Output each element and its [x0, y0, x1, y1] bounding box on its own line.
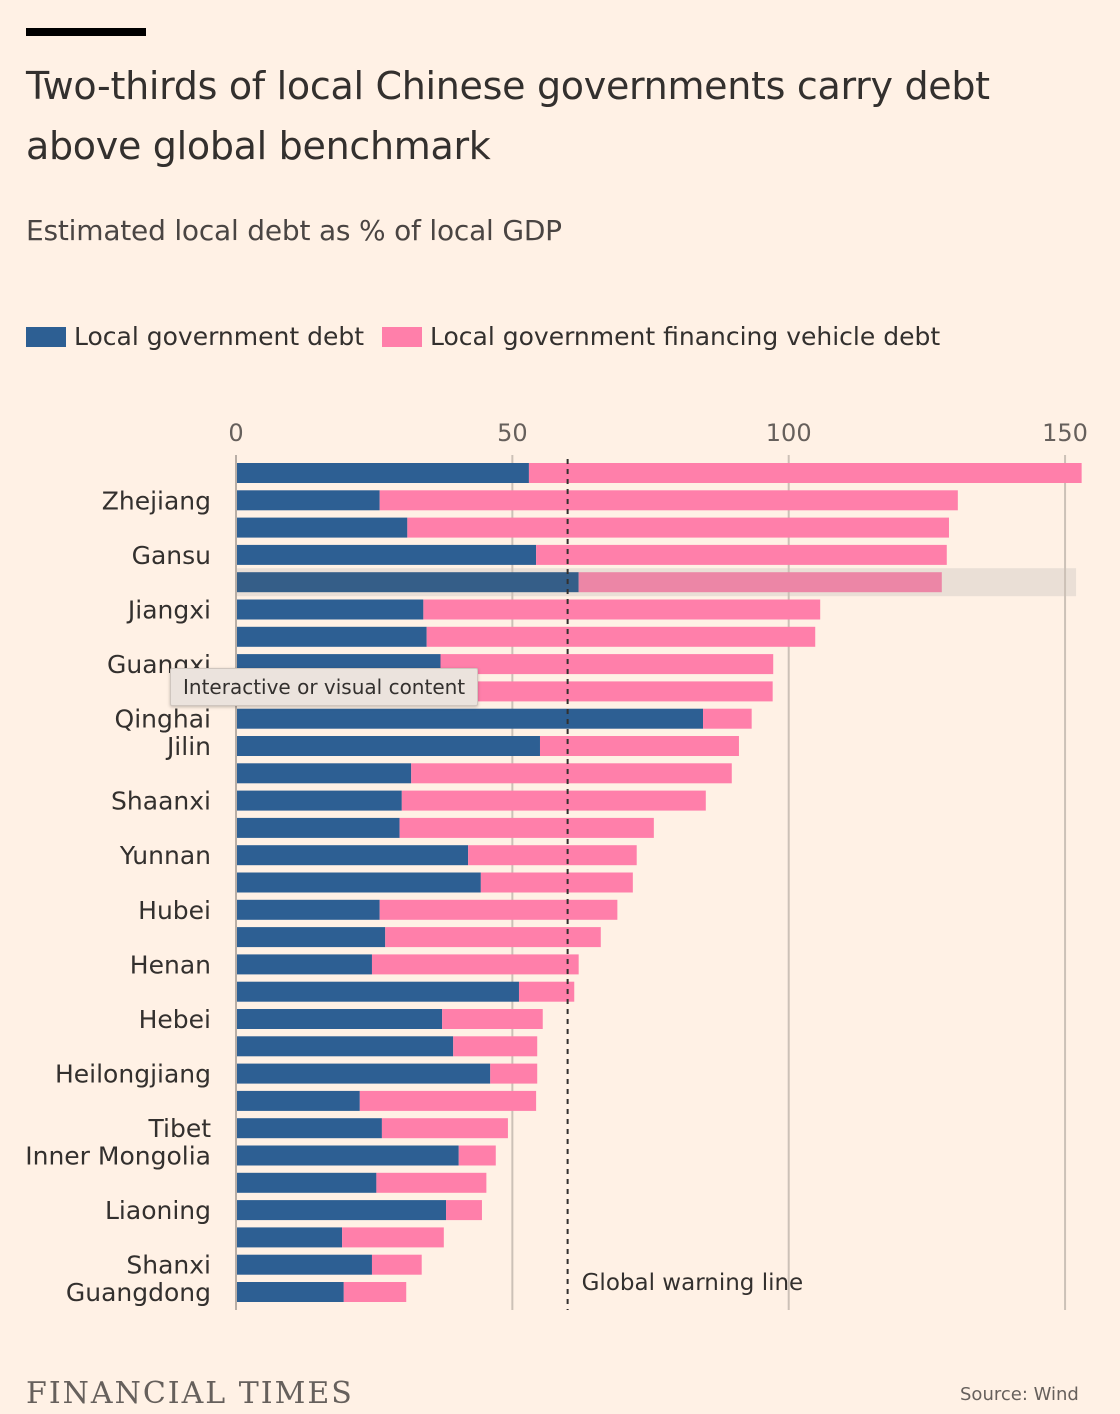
bar-lgfv: [458, 1145, 496, 1166]
chart-subtitle: Estimated local debt as % of local GDP: [26, 214, 562, 247]
bar-lgfv: [434, 681, 773, 702]
bar-lgd: [236, 1090, 360, 1111]
bar-lgd: [236, 1227, 343, 1248]
x-tick-label: 0: [228, 419, 243, 447]
bar-lgd: [236, 1172, 377, 1193]
bar-lgd: [236, 790, 402, 811]
category-label: Zhejiang: [102, 486, 211, 515]
bar-lgfv: [539, 736, 739, 756]
bar-lgd: [236, 763, 412, 784]
bar-lgfv: [371, 954, 579, 975]
bar-lgfv: [381, 1118, 508, 1139]
bar-lgd: [236, 736, 540, 756]
bar-lgd: [236, 817, 400, 838]
category-label: Tibet: [148, 1114, 212, 1143]
bar-lgd: [236, 1036, 454, 1057]
bar-lgd: [236, 845, 469, 866]
category-label: Jiangxi: [126, 596, 211, 625]
legend: Local government debt Local government f…: [26, 322, 958, 351]
bar-lgd: [236, 981, 519, 1002]
bar-lgd: [236, 1063, 491, 1084]
bar-lgd: [236, 517, 408, 538]
bar-lgd: [236, 954, 372, 975]
bar-lgd: [236, 1200, 447, 1221]
bar-lgfv: [453, 1036, 538, 1057]
bar-lgfv: [401, 790, 706, 811]
bar-lgfv: [528, 463, 1082, 483]
bar-lgfv: [376, 1172, 487, 1193]
bar-lgfv: [480, 872, 633, 893]
legend-label-lgfv: Local government financing vehicle debt: [430, 322, 941, 351]
source-note: Source: Wind: [960, 1384, 1079, 1405]
bar-lgfv: [703, 708, 752, 729]
category-label: Yunnan: [119, 841, 211, 870]
bar-lgd: [236, 544, 537, 565]
bar-lgfv: [407, 517, 949, 538]
bar-lgfv: [342, 1227, 444, 1248]
category-label: Shaanxi: [111, 787, 211, 816]
bar-lgfv: [379, 490, 958, 511]
legend-swatch-lgd: [26, 326, 66, 347]
category-label: Hubei: [138, 896, 211, 925]
bar-lgd: [236, 872, 481, 893]
bar-lgd: [236, 1009, 443, 1029]
category-label: Liaoning: [105, 1196, 211, 1225]
legend-label-lgd: Local government debt: [74, 322, 365, 351]
x-tick-label: 100: [766, 419, 812, 447]
warning-line-label: Global warning line: [582, 1270, 804, 1296]
bar-lgd: [236, 1118, 382, 1139]
tooltip: Interactive or visual content: [170, 668, 479, 706]
category-label: Inner Mongolia: [25, 1142, 211, 1171]
category-label: Jilin: [165, 732, 211, 761]
bar-lgfv: [411, 763, 732, 784]
brand-logo: FINANCIAL TIMES: [26, 1376, 354, 1411]
bar-lgd: [236, 1145, 459, 1166]
bar-lgfv: [423, 599, 821, 620]
bar-lgd: [236, 626, 427, 647]
bar-lgd: [236, 927, 386, 948]
bar-lgfv: [379, 899, 618, 920]
bar-lgfv: [442, 1009, 543, 1029]
bar-lgfv: [343, 1282, 407, 1302]
bar-lgfv: [440, 654, 774, 675]
bar-lgd: [236, 572, 579, 593]
bar-lgfv: [468, 845, 637, 866]
category-label: Gansu: [132, 541, 211, 570]
category-label: Hebei: [139, 1005, 211, 1034]
legend-swatch-lgfv: [382, 326, 423, 347]
bar-lgd: [236, 1282, 344, 1302]
bar-lgfv: [359, 1090, 537, 1111]
bar-lgfv: [518, 981, 575, 1002]
bar-lgfv: [426, 626, 816, 647]
bar-lgfv: [446, 1200, 482, 1221]
category-label: Guangdong: [66, 1278, 211, 1307]
legend-item-lgd: Local government debt: [26, 322, 364, 351]
bar-lgfv: [371, 1254, 422, 1275]
bar-lgd: [236, 899, 380, 920]
bar-lgfv: [399, 817, 654, 838]
category-label: Qinghai: [115, 705, 211, 734]
bar-lgd: [236, 599, 424, 620]
bar-lgfv: [490, 1063, 538, 1084]
category-label: Shanxi: [126, 1251, 211, 1280]
x-tick-label: 50: [497, 419, 528, 447]
legend-item-lgfv: Local government financing vehicle debt: [382, 322, 940, 351]
x-tick-label: 150: [1042, 419, 1088, 447]
bar-lgfv: [385, 927, 601, 948]
category-label: Henan: [130, 950, 211, 979]
category-label: Heilongjiang: [55, 1060, 211, 1089]
bar-lgd: [236, 490, 380, 511]
chart-title: Two-thirds of local Chinese governments …: [26, 64, 990, 168]
bar-lgd: [236, 463, 529, 483]
bar-lgfv: [578, 572, 942, 593]
top-rule: [26, 28, 146, 36]
bar-lgfv: [536, 544, 947, 565]
bar-lgd: [236, 1254, 372, 1275]
bar-lgd: [236, 708, 704, 729]
